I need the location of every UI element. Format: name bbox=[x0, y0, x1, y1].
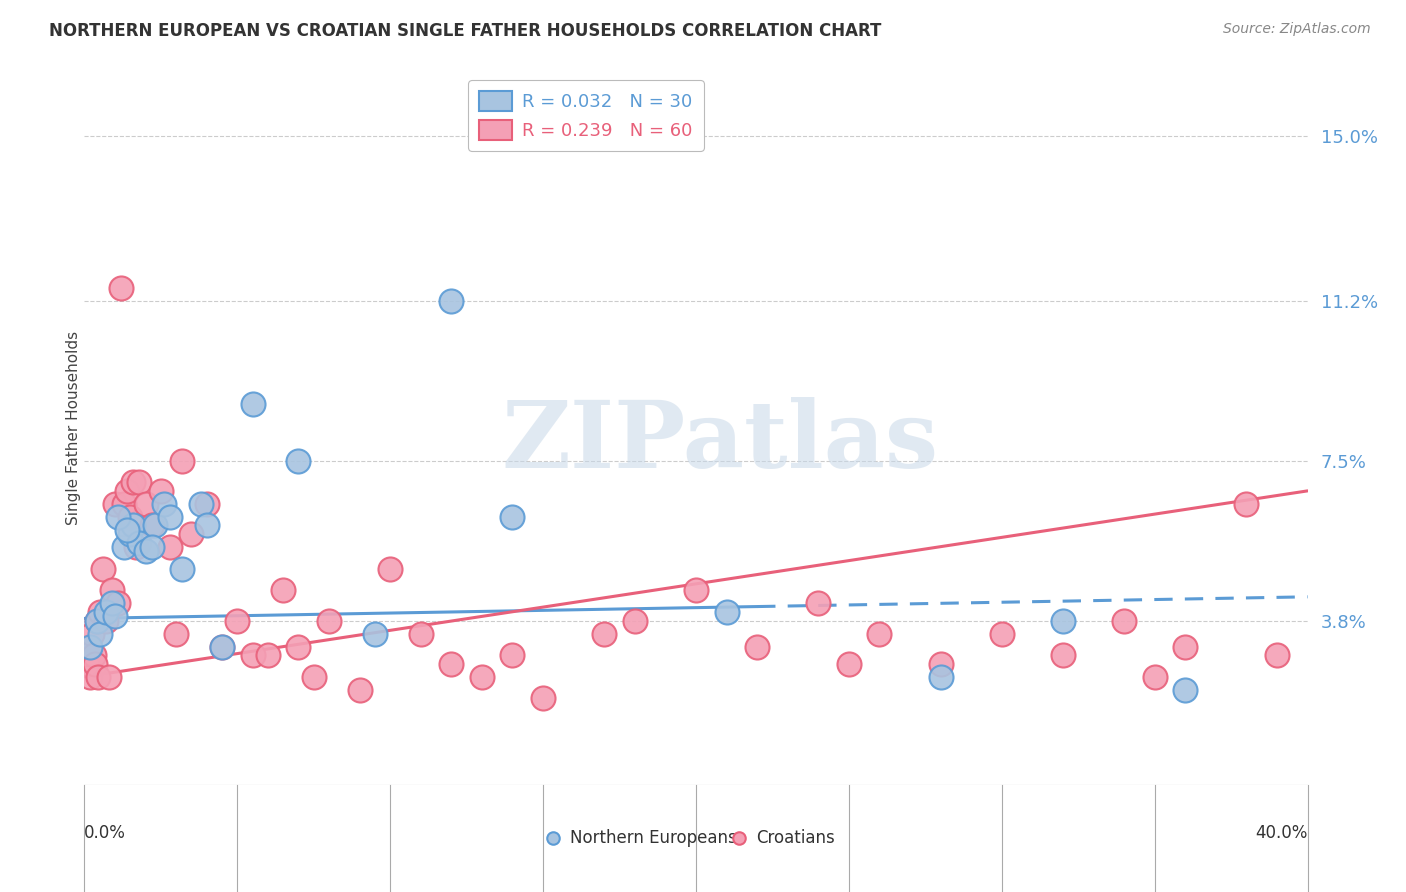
Point bbox=[440, 293, 463, 308]
Point bbox=[101, 583, 124, 598]
Point bbox=[141, 518, 163, 533]
Point bbox=[624, 614, 647, 628]
Point bbox=[79, 670, 101, 684]
Point bbox=[97, 670, 120, 684]
Point bbox=[135, 544, 157, 558]
Point bbox=[86, 614, 108, 628]
Point bbox=[128, 535, 150, 549]
Point bbox=[159, 509, 181, 524]
Point bbox=[143, 518, 166, 533]
Point bbox=[716, 605, 738, 619]
Point bbox=[593, 626, 616, 640]
Point bbox=[349, 682, 371, 697]
Point bbox=[149, 483, 172, 498]
Point bbox=[440, 657, 463, 671]
Point bbox=[76, 657, 98, 671]
Point bbox=[83, 648, 105, 663]
Point bbox=[153, 497, 176, 511]
Text: Source: ZipAtlas.com: Source: ZipAtlas.com bbox=[1223, 22, 1371, 37]
Point bbox=[122, 518, 145, 533]
Point bbox=[115, 483, 138, 498]
Text: 40.0%: 40.0% bbox=[1256, 824, 1308, 842]
Point bbox=[104, 609, 127, 624]
Point bbox=[122, 475, 145, 490]
Point bbox=[929, 657, 952, 671]
Text: Croatians: Croatians bbox=[756, 829, 835, 847]
Legend: R = 0.032   N = 30, R = 0.239   N = 60: R = 0.032 N = 30, R = 0.239 N = 60 bbox=[468, 80, 703, 151]
Point bbox=[172, 562, 194, 576]
Point bbox=[1174, 640, 1197, 654]
Point bbox=[120, 527, 142, 541]
Point bbox=[107, 509, 129, 524]
Text: ZIPatlas: ZIPatlas bbox=[502, 398, 939, 487]
Point bbox=[807, 596, 830, 610]
Point bbox=[1265, 648, 1288, 663]
Point bbox=[271, 583, 294, 598]
Point bbox=[94, 614, 117, 628]
Text: Northern Europeans: Northern Europeans bbox=[569, 829, 737, 847]
Point bbox=[135, 497, 157, 511]
Point bbox=[211, 640, 233, 654]
Point bbox=[1052, 614, 1074, 628]
Text: NORTHERN EUROPEAN VS CROATIAN SINGLE FATHER HOUSEHOLDS CORRELATION CHART: NORTHERN EUROPEAN VS CROATIAN SINGLE FAT… bbox=[49, 22, 882, 40]
Point bbox=[1052, 648, 1074, 663]
Point bbox=[380, 562, 402, 576]
Point bbox=[115, 523, 138, 537]
Point bbox=[302, 670, 325, 684]
Point bbox=[869, 626, 891, 640]
Point bbox=[1174, 682, 1197, 697]
Point bbox=[318, 614, 340, 628]
Point bbox=[242, 397, 264, 411]
Point bbox=[128, 475, 150, 490]
Point bbox=[172, 453, 194, 467]
Point bbox=[165, 626, 187, 640]
Point bbox=[91, 562, 114, 576]
Point bbox=[242, 648, 264, 663]
Point bbox=[226, 614, 249, 628]
Point bbox=[84, 657, 107, 671]
Point bbox=[80, 626, 103, 640]
Y-axis label: Single Father Households: Single Father Households bbox=[66, 331, 80, 525]
Point bbox=[94, 605, 117, 619]
Point bbox=[685, 583, 707, 598]
Point bbox=[471, 670, 494, 684]
Point bbox=[1114, 614, 1136, 628]
Text: 0.0%: 0.0% bbox=[84, 824, 127, 842]
Point bbox=[104, 497, 127, 511]
Point bbox=[86, 614, 108, 628]
Point bbox=[125, 540, 148, 554]
Point bbox=[502, 509, 524, 524]
Point bbox=[107, 596, 129, 610]
Point bbox=[1143, 670, 1166, 684]
Point bbox=[257, 648, 280, 663]
Point bbox=[409, 626, 432, 640]
Point bbox=[87, 670, 110, 684]
Point bbox=[112, 497, 135, 511]
Point bbox=[190, 497, 212, 511]
Point bbox=[89, 605, 111, 619]
Point bbox=[89, 626, 111, 640]
Point bbox=[531, 691, 554, 706]
Point bbox=[211, 640, 233, 654]
Point bbox=[991, 626, 1014, 640]
Point bbox=[287, 640, 309, 654]
Point bbox=[79, 640, 101, 654]
Point bbox=[1236, 497, 1258, 511]
Point bbox=[929, 670, 952, 684]
Point bbox=[159, 540, 181, 554]
Point bbox=[195, 497, 218, 511]
Point bbox=[77, 640, 100, 654]
Point bbox=[110, 280, 132, 294]
Point bbox=[838, 657, 860, 671]
Point bbox=[195, 518, 218, 533]
Point bbox=[141, 540, 163, 554]
Point bbox=[180, 527, 202, 541]
Point bbox=[747, 640, 769, 654]
Point bbox=[112, 540, 135, 554]
Point bbox=[287, 453, 309, 467]
Point bbox=[120, 509, 142, 524]
Point bbox=[101, 596, 124, 610]
Point bbox=[364, 626, 387, 640]
Point bbox=[502, 648, 524, 663]
